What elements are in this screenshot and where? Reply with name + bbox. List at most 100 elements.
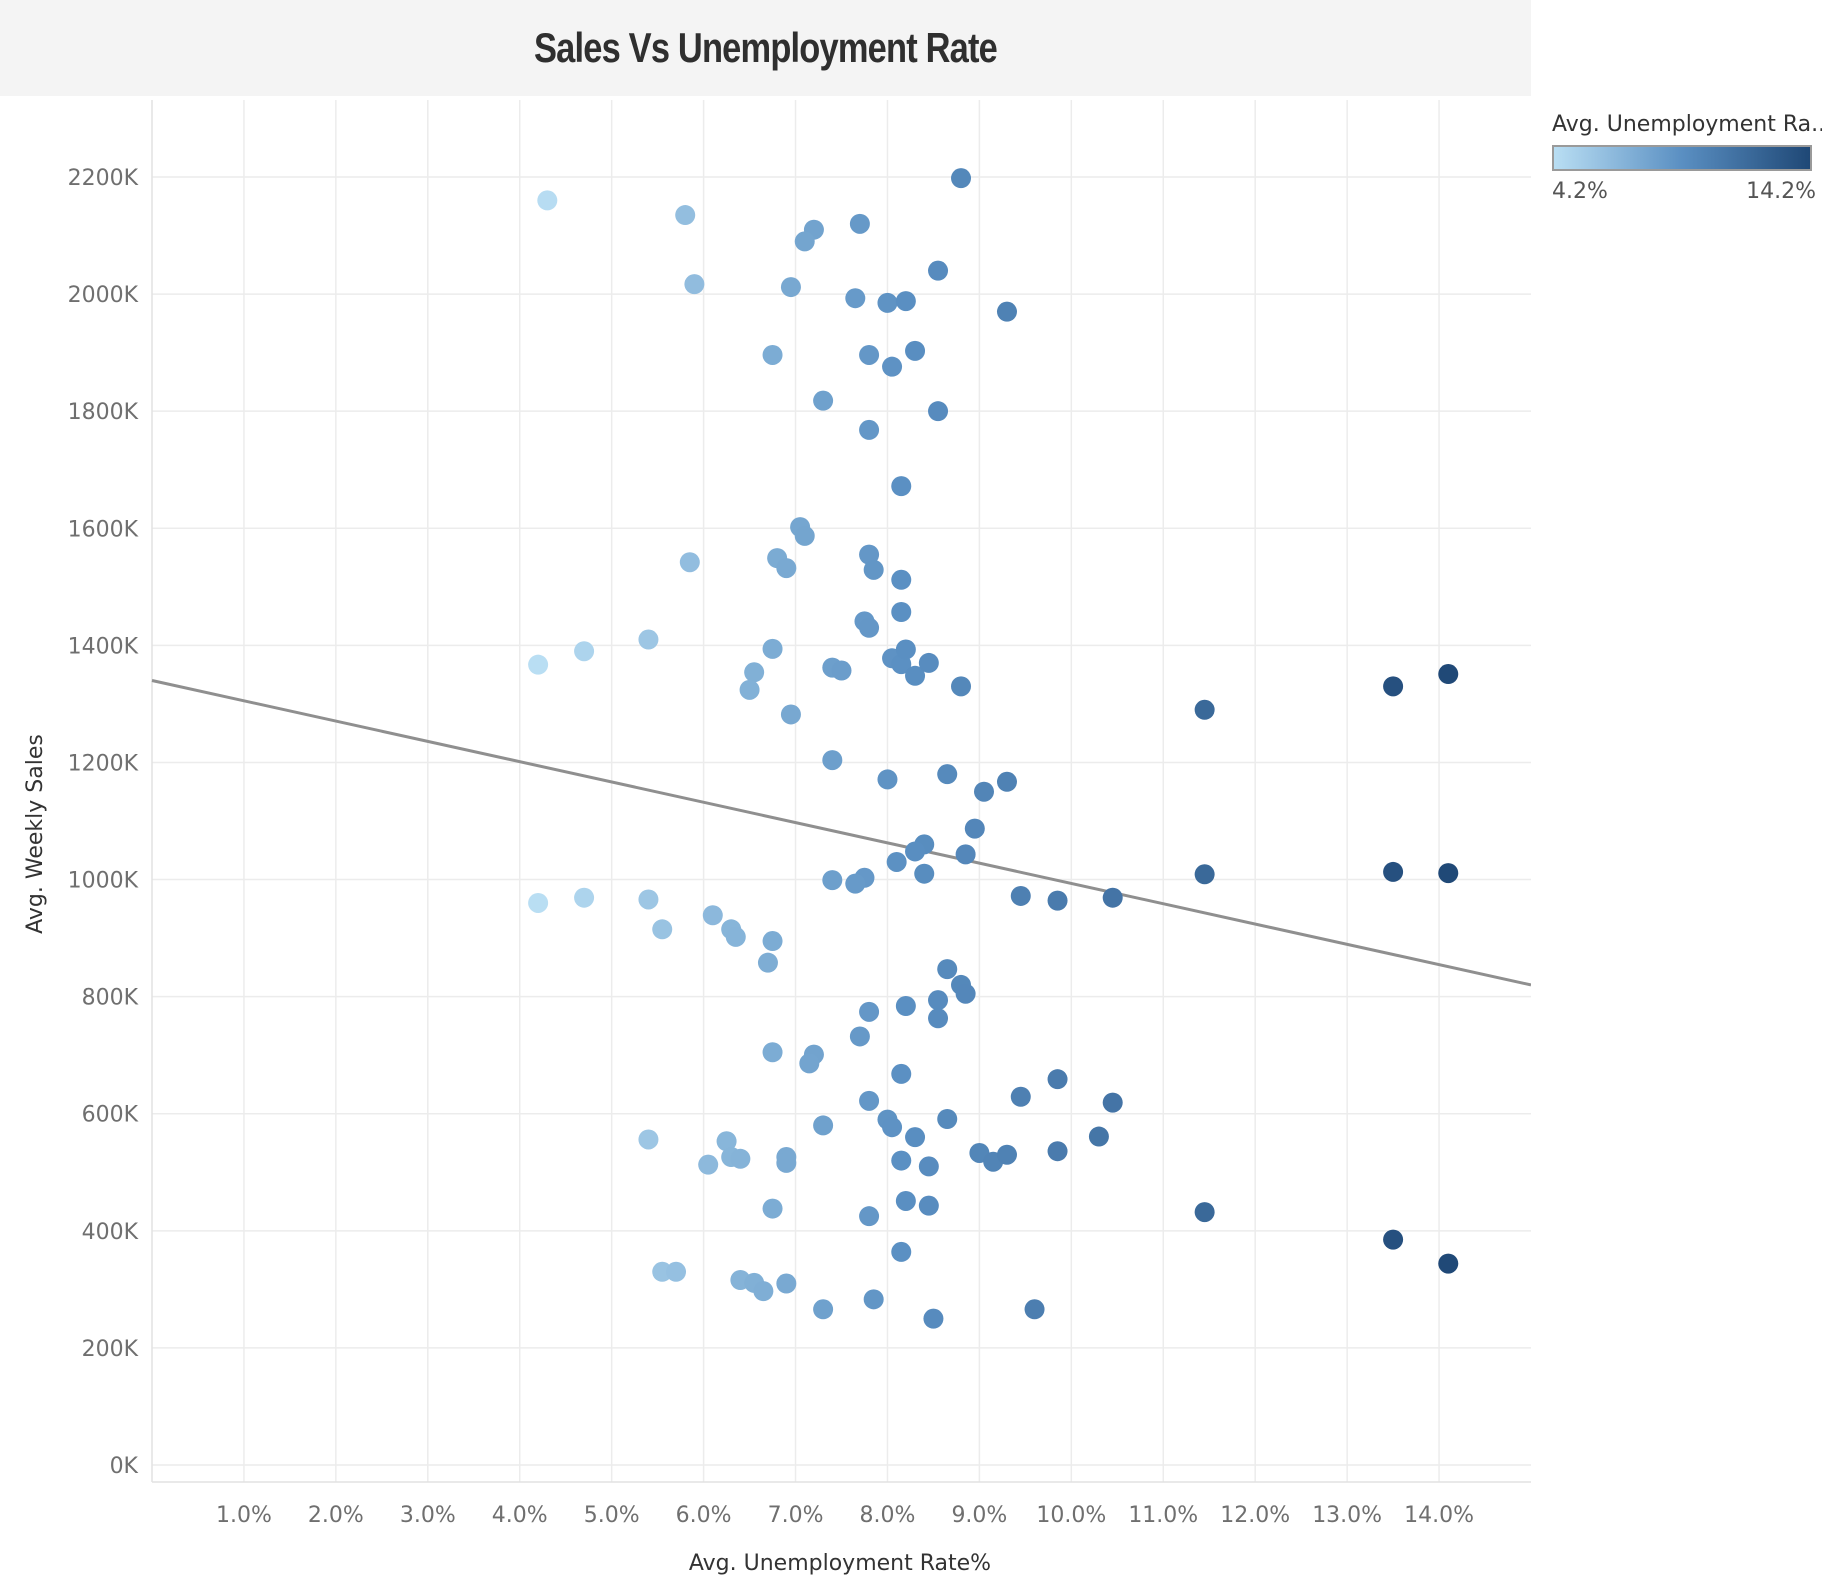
data-point xyxy=(1010,1086,1031,1107)
x-tick-label: 9.0% xyxy=(951,1503,1007,1528)
data-point xyxy=(891,1241,912,1262)
data-point xyxy=(1102,1092,1123,1113)
data-point xyxy=(973,781,994,802)
color-legend: Avg. Unemployment Ra.. 4.2% 14.2% xyxy=(1552,112,1822,209)
y-tick-label: 1200K xyxy=(68,751,139,776)
data-point xyxy=(739,679,760,700)
data-point xyxy=(1383,861,1404,882)
data-point xyxy=(951,676,972,697)
data-point xyxy=(716,1131,737,1152)
data-point xyxy=(996,1144,1017,1165)
x-tick-label: 4.0% xyxy=(492,1503,548,1528)
data-point xyxy=(652,919,673,940)
data-point xyxy=(822,870,843,891)
data-point xyxy=(895,1190,916,1211)
data-point xyxy=(845,873,866,894)
trend-line-group xyxy=(151,679,1531,987)
data-point xyxy=(955,844,976,865)
y-tick-label: 2200K xyxy=(68,166,139,191)
data-point xyxy=(822,750,843,771)
data-point xyxy=(666,1261,687,1282)
x-axis-title: Avg. Unemployment Rate% xyxy=(689,1551,991,1576)
data-points xyxy=(528,168,1459,1329)
data-point xyxy=(684,274,705,295)
y-tick-label: 0K xyxy=(110,1454,139,1479)
data-point xyxy=(537,190,558,211)
scatter-plot: 0K 200K 400K 600K 800K 1000K 1200K 1400K 1600K 18… xyxy=(23,100,1531,1576)
data-point xyxy=(574,641,595,662)
data-point xyxy=(882,1117,903,1138)
data-point xyxy=(794,525,815,546)
x-tick-label: 6.0% xyxy=(676,1503,732,1528)
x-tick-label: 2.0% xyxy=(308,1503,364,1528)
data-point xyxy=(1024,1299,1045,1320)
data-point xyxy=(1438,1253,1459,1274)
data-point xyxy=(1010,885,1031,906)
data-point xyxy=(937,1108,958,1129)
data-point xyxy=(762,1198,783,1219)
data-point xyxy=(905,340,926,361)
data-point xyxy=(877,292,898,313)
data-point xyxy=(1438,863,1459,884)
data-point xyxy=(882,356,903,377)
data-point xyxy=(776,1152,797,1173)
data-point xyxy=(762,1042,783,1063)
data-point xyxy=(863,1289,884,1310)
x-tick-label: 14.0% xyxy=(1404,1503,1474,1528)
y-axis-title: Avg. Weekly Sales xyxy=(23,734,48,934)
data-point xyxy=(679,552,700,573)
data-point xyxy=(905,665,926,686)
data-point xyxy=(905,841,926,862)
data-point xyxy=(574,887,595,908)
data-point xyxy=(780,277,801,298)
y-tick-label: 1800K xyxy=(68,400,139,425)
x-tick-label: 12.0% xyxy=(1220,1503,1290,1528)
data-point xyxy=(1194,1202,1215,1223)
x-tick-label: 5.0% xyxy=(584,1503,640,1528)
data-point xyxy=(794,231,815,252)
data-point xyxy=(780,704,801,725)
legend-title: Avg. Unemployment Ra.. xyxy=(1552,112,1822,137)
data-point xyxy=(1088,1126,1109,1147)
data-point xyxy=(776,558,797,579)
data-point xyxy=(528,654,549,675)
data-point xyxy=(638,629,659,650)
data-point xyxy=(762,638,783,659)
data-point xyxy=(886,851,907,872)
data-point xyxy=(702,905,723,926)
data-point xyxy=(996,301,1017,322)
x-axis-ticks: 1.0% 2.0% 3.0% 4.0% 5.0% 6.0% 7.0% 8.0% 9.0% 10.0… xyxy=(216,1503,1474,1528)
data-point xyxy=(1383,1229,1404,1250)
x-tick-label: 7.0% xyxy=(768,1503,824,1528)
data-point xyxy=(698,1154,719,1175)
data-point xyxy=(918,652,939,673)
data-point xyxy=(638,1129,659,1150)
data-point xyxy=(895,639,916,660)
data-point xyxy=(845,288,866,309)
y-tick-label: 800K xyxy=(82,986,139,1011)
data-point xyxy=(652,1261,673,1282)
data-point xyxy=(918,1156,939,1177)
x-tick-label: 11.0% xyxy=(1128,1503,1198,1528)
data-point xyxy=(859,1206,880,1227)
data-point xyxy=(1438,664,1459,685)
data-point xyxy=(859,544,880,565)
data-point xyxy=(891,476,912,497)
data-point xyxy=(849,1026,870,1047)
data-point xyxy=(996,771,1017,792)
data-point xyxy=(905,1127,926,1148)
x-tick-label: 10.0% xyxy=(1036,1503,1106,1528)
data-point xyxy=(914,863,935,884)
data-point xyxy=(528,892,549,913)
data-point xyxy=(955,983,976,1004)
data-point xyxy=(762,931,783,952)
x-tick-label: 13.0% xyxy=(1312,1503,1382,1528)
data-point xyxy=(859,617,880,638)
data-point xyxy=(964,818,985,839)
y-tick-label: 600K xyxy=(82,1103,139,1128)
y-axis-ticks: 0K 200K 400K 600K 800K 1000K 1200K 1400K 1600K 18… xyxy=(68,166,139,1479)
legend-max-label: 14.2% xyxy=(1746,179,1816,204)
grid-lines xyxy=(151,100,1531,1483)
data-point xyxy=(877,769,898,790)
x-tick-label: 1.0% xyxy=(216,1503,272,1528)
